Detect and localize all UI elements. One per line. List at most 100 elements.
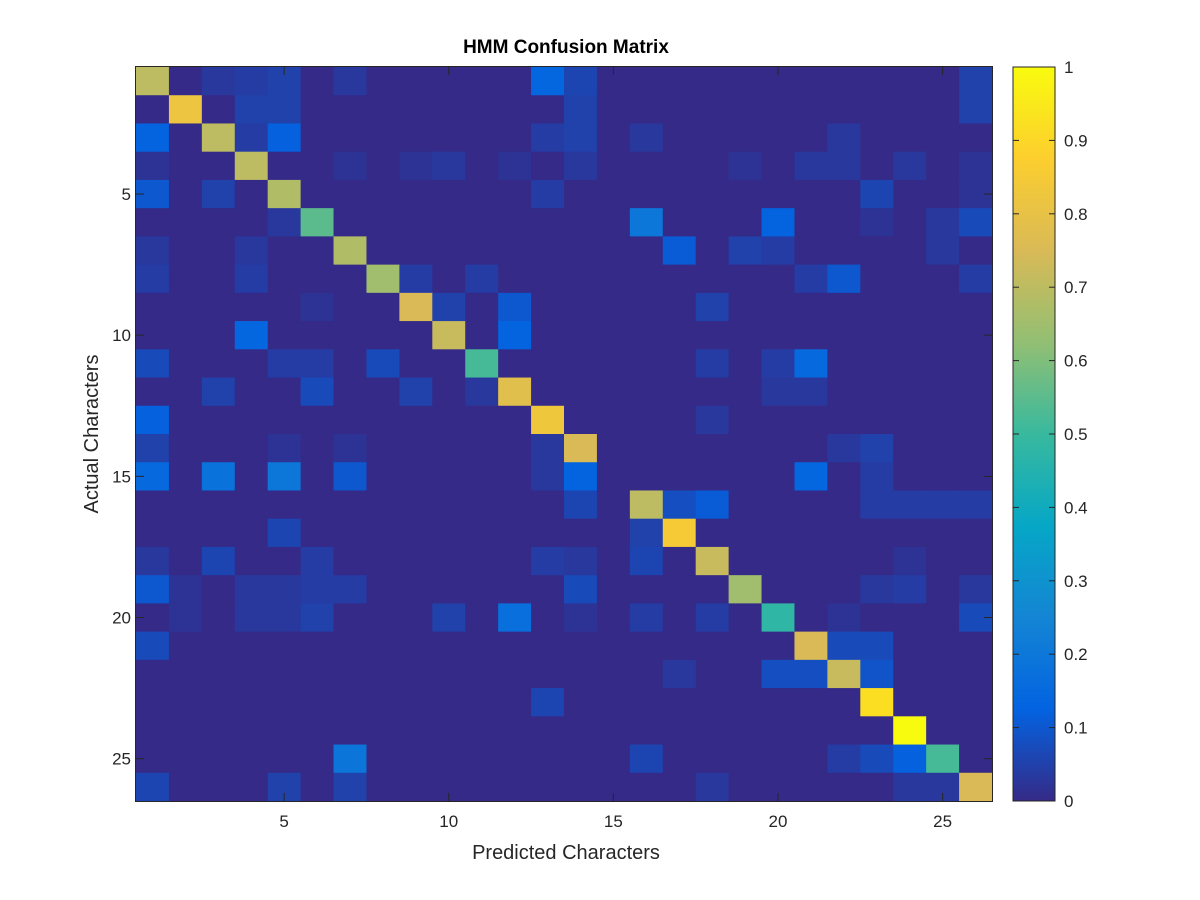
heatmap-cell	[267, 95, 302, 125]
heatmap-cell	[761, 405, 796, 435]
heatmap-cell	[794, 95, 828, 125]
heatmap-cell	[596, 151, 631, 181]
heatmap-cell	[695, 236, 730, 266]
heatmap-cell	[596, 490, 631, 520]
heatmap-cell	[366, 123, 400, 153]
heatmap-cell	[662, 264, 697, 294]
heatmap-cell	[662, 490, 697, 520]
heatmap-cell	[136, 434, 170, 463]
heatmap-cell	[399, 462, 433, 492]
heatmap-cell	[827, 405, 861, 435]
heatmap-cell	[300, 490, 335, 520]
heatmap-cell	[629, 631, 664, 661]
heatmap-cell	[432, 321, 466, 350]
heatmap-cell	[827, 490, 861, 520]
heatmap-cell	[695, 716, 730, 746]
heatmap-cell	[333, 321, 368, 350]
heatmap-cell	[531, 744, 565, 774]
heatmap-cell	[366, 518, 400, 548]
heatmap-cell	[498, 179, 532, 209]
heatmap-cell	[794, 405, 828, 435]
heatmap-cell	[728, 95, 763, 125]
heatmap-cell	[366, 434, 400, 463]
heatmap-cell	[201, 208, 236, 237]
heatmap-cell	[399, 321, 433, 350]
heatmap-cell	[564, 208, 598, 237]
heatmap-cell	[596, 603, 631, 633]
colorbar-tick-label: 0.4	[1064, 498, 1088, 517]
heatmap-cell	[531, 349, 565, 379]
heatmap-cell	[399, 208, 433, 237]
heatmap-cell	[695, 208, 730, 237]
heatmap-cell	[926, 716, 960, 746]
heatmap-cell	[432, 208, 466, 237]
colorbar-tick-label: 0.7	[1064, 278, 1088, 297]
heatmap-cell	[794, 772, 828, 802]
heatmap-cell	[432, 659, 466, 689]
heatmap-cell	[728, 236, 763, 266]
heatmap-cell	[531, 434, 565, 463]
heatmap-cell	[531, 292, 565, 322]
heatmap-cell	[860, 377, 894, 407]
heatmap-cell	[531, 179, 565, 209]
heatmap-cell	[531, 716, 565, 746]
colorbar-tick-label: 0.5	[1064, 425, 1088, 444]
heatmap-cell	[662, 631, 697, 661]
heatmap-cell	[761, 236, 796, 266]
heatmap-cell	[168, 264, 203, 294]
heatmap-cell	[300, 434, 335, 463]
heatmap-cell	[728, 151, 763, 181]
heatmap-cell	[860, 349, 894, 379]
heatmap-cells	[136, 67, 993, 802]
heatmap-cell	[827, 631, 861, 661]
heatmap-cell	[926, 151, 960, 181]
heatmap-cell	[794, 236, 828, 266]
heatmap-cell	[136, 546, 170, 576]
heatmap-cell	[531, 546, 565, 576]
heatmap-cell	[531, 123, 565, 153]
heatmap-cell	[399, 151, 433, 181]
heatmap-cell	[531, 264, 565, 294]
heatmap-cell	[366, 292, 400, 322]
heatmap-cell	[860, 631, 894, 661]
heatmap-cell	[399, 67, 433, 96]
heatmap-cell	[596, 377, 631, 407]
chart-title: HMM Confusion Matrix	[463, 37, 669, 58]
heatmap-cell	[926, 321, 960, 350]
heatmap-cell	[366, 575, 400, 604]
heatmap-cell	[366, 631, 400, 661]
heatmap-cell	[399, 292, 433, 322]
heatmap-cell	[399, 95, 433, 125]
heatmap-cell	[926, 236, 960, 266]
heatmap-cell	[399, 179, 433, 209]
heatmap-cell	[201, 321, 236, 350]
heatmap-cell	[234, 490, 269, 520]
heatmap-cell	[629, 123, 664, 153]
heatmap-cell	[465, 462, 499, 492]
heatmap-cell	[333, 236, 368, 266]
heatmap-cell	[432, 631, 466, 661]
heatmap-cell	[893, 744, 927, 774]
heatmap-cell	[761, 264, 796, 294]
heatmap-cell	[432, 434, 466, 463]
x-tick-label: 10	[439, 812, 458, 831]
heatmap-cell	[629, 377, 664, 407]
heatmap-cell	[333, 264, 368, 294]
heatmap-cell	[827, 123, 861, 153]
heatmap-cell	[201, 67, 236, 96]
heatmap-cell	[136, 151, 170, 181]
colorbar-ticks: 0 0.1 0.2 0.3 0.4 0.5 0.6 0.7 0.8 0.9 1	[1013, 58, 1088, 811]
heatmap-cell	[333, 772, 368, 802]
heatmap-cell	[366, 377, 400, 407]
heatmap-cell	[136, 518, 170, 548]
heatmap-cell	[333, 95, 368, 125]
heatmap-cell	[761, 631, 796, 661]
heatmap-cell	[728, 546, 763, 576]
heatmap-cell	[136, 772, 170, 802]
heatmap-cell	[761, 744, 796, 774]
heatmap-cell	[201, 772, 236, 802]
heatmap-cell	[794, 631, 828, 661]
heatmap-cell	[333, 349, 368, 379]
heatmap-cell	[498, 659, 532, 689]
heatmap-cell	[662, 151, 697, 181]
